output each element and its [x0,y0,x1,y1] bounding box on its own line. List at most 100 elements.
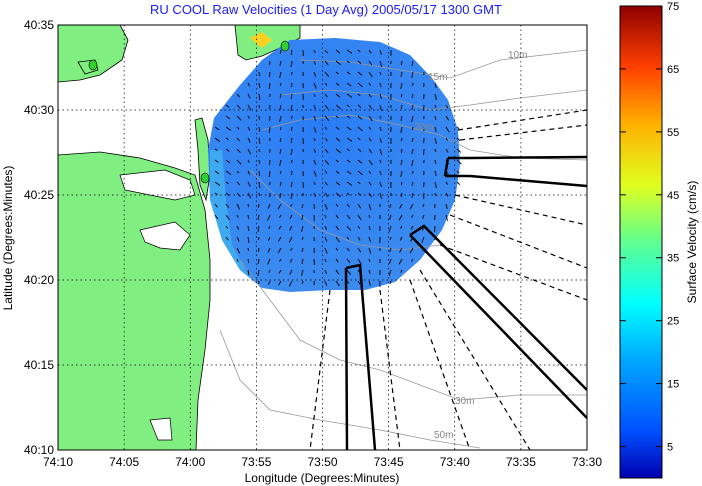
velocity-arrow [289,214,293,219]
velocity-arrow [388,269,392,276]
velocity-arrow [290,137,293,144]
y-axis-label: Latitude (Degrees:Minutes) [1,166,15,311]
velocity-arrow [324,148,329,154]
velocity-arrow [368,115,373,122]
velocity-arrow [324,159,330,165]
velocity-arrow [247,214,250,220]
velocity-arrow [268,159,271,166]
velocity-arrow [368,170,372,174]
velocity-arrow [257,269,260,276]
x-tick-label: 74:00 [175,455,205,469]
velocity-arrow [379,170,382,175]
velocity-arrow [257,225,260,232]
velocity-arrow [313,71,317,77]
velocity-arrow [368,104,373,110]
velocity-arrow [368,181,372,186]
velocity-arrow [324,236,328,242]
velocity-arrow [301,214,304,220]
velocity-arrow [434,93,437,100]
velocity-arrow [279,104,282,110]
velocity-arrow [247,170,251,175]
velocity-arrow [225,170,232,175]
velocity-arrow [411,71,414,78]
velocity-arrow [225,203,230,209]
velocity-arrow [445,137,448,141]
velocity-arrow [290,104,293,111]
velocity-arrow [346,71,351,75]
velocity-arrow [290,181,293,188]
depth-label: 30m [455,396,474,407]
velocity-arrow [279,137,282,142]
velocity-arrow [247,258,250,264]
y-tick-label: 40:10 [24,443,54,457]
velocity-arrow [313,93,316,97]
velocity-arrow [258,71,261,77]
velocity-arrow [247,247,249,252]
velocity-arrow [389,280,392,284]
velocity-arrow [335,225,340,231]
plot-frame [57,24,588,451]
velocity-arrow [324,192,329,198]
velocity-arrow [267,214,271,221]
velocity-arrow [357,115,363,120]
velocity-arrow [225,181,229,185]
depth-label: 20m [414,122,433,133]
velocity-arrow [279,192,282,198]
velocity-arrow [247,203,249,208]
velocity-arrow [445,192,449,197]
velocity-arrow [301,269,304,276]
velocity-arrow [399,247,403,253]
velocity-arrow [288,280,293,287]
velocity-arrow [268,82,271,90]
velocity-arrow [247,126,251,131]
velocity-arrow [346,93,353,98]
velocity-arrow [357,60,362,64]
velocity-arrow [368,269,371,274]
velocity-arrow [346,159,351,163]
velocity-arrow [324,203,328,210]
bay-water [119,169,196,441]
velocity-arrow [400,71,403,77]
velocity-arrow [214,170,220,175]
velocity-arrow [434,192,437,197]
velocity-arrow [301,236,304,241]
velocity-arrow [456,159,462,165]
velocity-arrow [290,192,293,199]
velocity-arrow [346,82,352,87]
velocity-arrow [257,214,260,221]
colorbar-tick-label: 25 [667,316,679,328]
velocity-arrow [346,104,350,108]
velocity-arrow [389,258,392,264]
velocity-arrow [290,60,293,67]
velocity-arrow [236,104,241,109]
velocity-arrow [421,236,425,243]
colorbar-tick-label: 55 [667,127,679,139]
velocity-arrow [267,247,271,253]
velocity-arrow [236,258,239,262]
colorbar-ticks: 75 65 55 45 35 25 15 5 [620,1,679,454]
velocity-arrow [434,104,437,109]
velocity-arrow [346,269,352,275]
velocity-arrow [258,137,261,145]
velocity-arrow [225,159,231,164]
velocity-arrow [379,104,383,111]
velocity-arrow [445,126,450,133]
velocity-arrow [335,115,339,119]
velocity-arrow [346,247,350,252]
velocity-arrow [247,82,251,87]
colorbar-tick-label: 75 [667,1,679,13]
velocity-arrow [290,82,293,88]
velocity-arrow [409,247,414,254]
velocity-arrow [335,104,341,110]
x-tick-label: 73:55 [241,455,271,469]
velocity-arrow [258,181,261,189]
velocity-arrow [357,159,363,164]
velocity-arrow [411,137,414,143]
velocity-arrow [214,181,221,186]
x-axis-ticks: 74:10 74:05 74:00 73:55 73:50 73:45 73:40 73:35… [43,455,602,469]
velocity-arrow [357,148,362,152]
velocity-arrow [445,181,448,185]
velocity-arrow [456,170,460,174]
velocity-arrow [324,93,328,98]
velocity-arrow [411,93,414,99]
